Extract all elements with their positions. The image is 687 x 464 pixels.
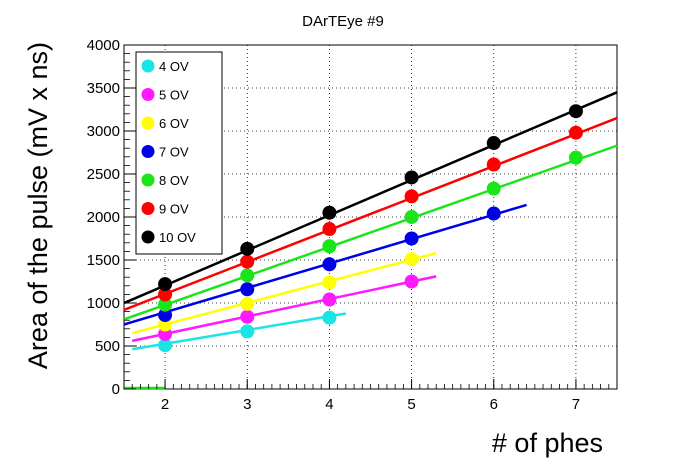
legend-label: 6 OV: [159, 116, 189, 131]
data-point: [240, 309, 255, 324]
data-point: [158, 308, 173, 323]
y-tick-label: 500: [95, 338, 120, 355]
data-point: [158, 277, 173, 292]
data-point: [240, 296, 255, 311]
data-point: [240, 268, 255, 283]
legend-label: 10 OV: [159, 230, 196, 245]
data-point: [240, 282, 255, 297]
x-tick-label: 5: [407, 396, 415, 413]
data-point: [404, 189, 419, 204]
x-tick-label: 4: [325, 396, 333, 413]
data-point: [568, 150, 583, 165]
legend-marker: [141, 88, 155, 101]
y-tick-label: 4000: [87, 37, 120, 54]
x-tick-label: 3: [243, 396, 251, 413]
legend-marker: [141, 59, 155, 73]
data-point: [322, 222, 337, 237]
x-tick-label: 7: [572, 396, 580, 413]
legend-label: 5 OV: [159, 88, 189, 103]
data-point: [158, 287, 173, 302]
y-tick-label: 3500: [87, 80, 120, 97]
data-point: [486, 206, 501, 221]
legend-label: 4 OV: [159, 59, 189, 74]
data-point: [568, 125, 583, 140]
x-axis-label: # of phes: [492, 428, 603, 458]
chart-title: DArTEye #9: [302, 13, 384, 30]
legend: 4 OV 5 OV 6 OV 7 OV 8 OV 9 OV 10 OV: [135, 51, 223, 255]
data-points: [158, 104, 583, 353]
fit-line: [131, 251, 437, 335]
fit-line: [131, 275, 437, 343]
y-axis-label: Area of the pulse (mV x ns): [23, 42, 53, 369]
legend-marker: [141, 173, 155, 187]
axis-ticks: 2 3 4 5 6 7 0 500 1000 1500 2000 2500 3000 3500 4000: [87, 37, 618, 413]
data-point: [404, 274, 419, 289]
data-point: [568, 104, 583, 119]
fit-line: [123, 116, 618, 312]
data-point: [158, 338, 173, 353]
data-point: [404, 210, 419, 224]
data-point: [158, 297, 173, 312]
data-point: [240, 241, 255, 256]
data-point: [322, 239, 337, 254]
data-point: [240, 324, 255, 339]
x-tick-label: 2: [161, 396, 169, 413]
legend-label: 8 OV: [159, 173, 189, 188]
legend-marker: [141, 202, 155, 215]
data-point: [404, 170, 419, 185]
data-point: [486, 136, 501, 151]
data-point: [404, 252, 419, 267]
fit-lines: [123, 91, 618, 390]
y-tick-label: 2500: [87, 166, 120, 183]
data-point: [404, 231, 419, 246]
data-point: [322, 275, 337, 290]
legend-label: 9 OV: [159, 202, 189, 217]
x-tick-label: 6: [490, 396, 498, 413]
data-point: [240, 254, 255, 269]
data-point: [486, 157, 501, 172]
legend-marker: [141, 116, 155, 130]
y-tick-label: 1500: [87, 252, 120, 269]
data-point: [322, 292, 337, 307]
y-tick-label: 2000: [87, 209, 120, 226]
data-point: [486, 181, 501, 196]
fit-line: [123, 91, 618, 305]
fit-line: [123, 144, 618, 321]
data-point: [322, 257, 337, 272]
data-point: [322, 205, 337, 220]
y-tick-label: 3000: [87, 123, 120, 140]
y-tick-label: 0: [112, 381, 120, 398]
legend-marker: [141, 145, 155, 158]
data-point: [322, 310, 337, 325]
legend-marker: [141, 230, 155, 244]
legend-label: 7 OV: [159, 145, 189, 160]
y-tick-label: 1000: [87, 295, 120, 312]
